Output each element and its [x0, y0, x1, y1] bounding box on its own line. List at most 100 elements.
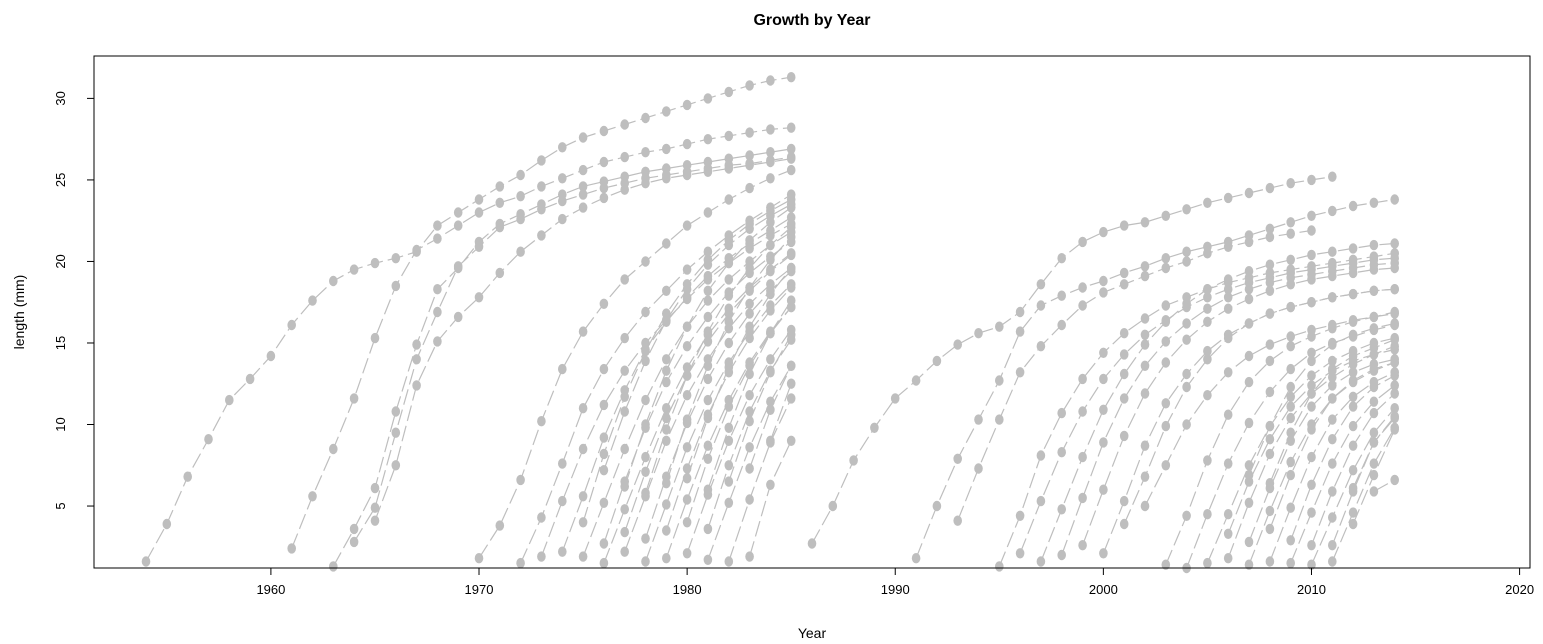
- data-point: [620, 406, 629, 417]
- data-point: [641, 556, 650, 567]
- data-point: [724, 435, 734, 446]
- series-line: [478, 169, 792, 559]
- data-point: [1203, 509, 1212, 520]
- data-point: [1286, 427, 1295, 438]
- data-point: [703, 523, 713, 535]
- data-point: [682, 264, 692, 275]
- data-point: [1161, 398, 1171, 409]
- data-point: [370, 332, 380, 344]
- data-point: [995, 414, 1004, 425]
- data-point: [1203, 284, 1212, 295]
- data-point: [1099, 287, 1108, 298]
- data-point: [1182, 381, 1191, 393]
- data-point: [266, 350, 276, 362]
- data-point: [703, 311, 713, 323]
- data-point: [766, 239, 775, 251]
- data-point: [1099, 275, 1108, 287]
- data-point: [682, 494, 692, 505]
- data-point: [1182, 419, 1191, 430]
- data-point: [537, 416, 546, 427]
- data-point: [1161, 460, 1171, 471]
- data-point: [641, 533, 650, 544]
- data-point: [786, 295, 796, 306]
- data-point: [766, 124, 775, 135]
- data-point: [682, 292, 692, 303]
- data-point: [724, 497, 734, 508]
- series-line: [603, 203, 792, 471]
- data-point: [1390, 262, 1399, 274]
- data-point: [578, 403, 588, 414]
- data-point: [1203, 197, 1212, 208]
- data-point: [1223, 509, 1233, 520]
- data-point: [1161, 210, 1171, 221]
- data-point: [745, 368, 754, 380]
- data-point: [1348, 391, 1358, 402]
- data-point: [578, 202, 588, 213]
- series-line: [1331, 416, 1396, 546]
- data-point: [1119, 393, 1129, 404]
- data-point: [1161, 336, 1171, 347]
- data-point: [1265, 420, 1275, 432]
- series-23: [745, 435, 796, 562]
- data-point: [391, 406, 401, 417]
- data-point: [682, 370, 692, 381]
- data-point: [1307, 210, 1316, 221]
- data-point: [1265, 523, 1275, 535]
- data-point: [329, 561, 338, 572]
- data-point: [662, 308, 671, 319]
- data-point: [1390, 357, 1399, 368]
- data-point: [1348, 482, 1358, 494]
- data-point: [558, 363, 567, 375]
- x-axis-label: Year: [798, 625, 827, 641]
- data-point: [662, 354, 671, 365]
- data-point: [724, 422, 734, 433]
- data-point: [1369, 458, 1379, 469]
- data-point: [1119, 349, 1129, 360]
- data-point: [1036, 341, 1046, 352]
- series-62: [1265, 334, 1399, 489]
- data-point: [1328, 540, 1337, 551]
- data-point: [1286, 363, 1295, 375]
- data-point: [1286, 381, 1295, 393]
- series-22: [724, 393, 796, 567]
- data-point: [433, 220, 442, 231]
- data-point: [1015, 548, 1025, 559]
- data-point: [953, 515, 962, 526]
- data-point: [1307, 347, 1316, 358]
- data-point: [766, 435, 775, 446]
- data-point: [1223, 292, 1233, 303]
- data-point: [1328, 171, 1337, 182]
- data-point: [703, 270, 713, 282]
- data-point: [1328, 323, 1337, 334]
- data-point: [1244, 318, 1254, 329]
- data-point: [745, 218, 754, 230]
- data-point: [745, 182, 754, 194]
- data-point: [766, 367, 775, 378]
- data-point: [745, 150, 754, 161]
- data-point: [1244, 559, 1254, 570]
- series-18: [682, 324, 796, 559]
- data-point: [766, 354, 775, 365]
- data-point: [1286, 502, 1295, 513]
- data-point: [287, 543, 297, 554]
- y-tick-label: 20: [53, 254, 68, 268]
- series-line: [1165, 311, 1395, 565]
- data-point: [724, 235, 734, 246]
- data-point: [682, 390, 692, 401]
- data-point: [1182, 510, 1191, 521]
- data-point: [1078, 406, 1087, 417]
- data-point: [1369, 342, 1379, 354]
- series-layer: [141, 72, 1399, 574]
- data-point: [953, 453, 962, 464]
- data-point: [1244, 266, 1254, 277]
- data-point: [745, 262, 754, 274]
- data-point: [599, 465, 609, 476]
- data-point: [662, 285, 671, 296]
- data-point: [1099, 373, 1108, 385]
- data-point: [1244, 497, 1254, 508]
- data-point: [620, 184, 629, 195]
- data-point: [1286, 557, 1295, 569]
- data-point: [537, 512, 546, 523]
- series-32: [745, 360, 796, 474]
- data-point: [1057, 290, 1066, 301]
